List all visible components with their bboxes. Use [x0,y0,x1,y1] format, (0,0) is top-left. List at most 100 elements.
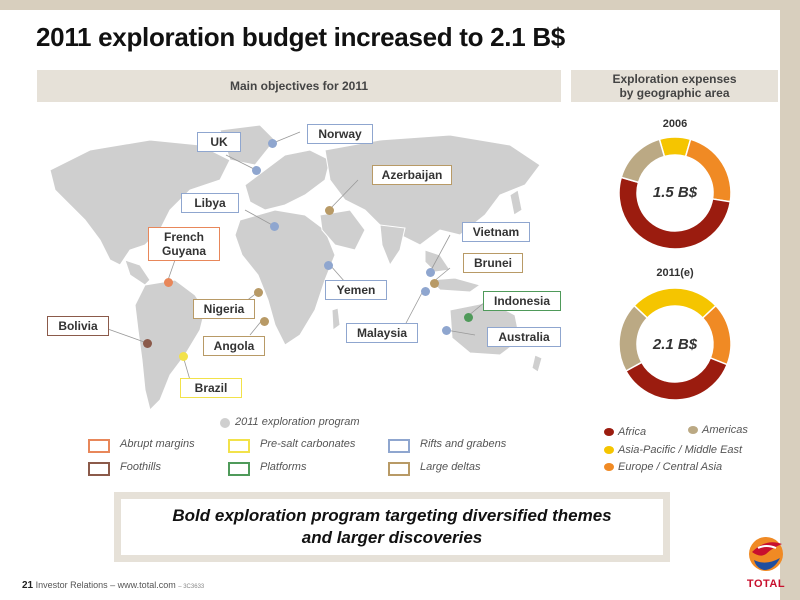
bolivia-label: Bolivia [47,316,109,336]
angola-label: Angola [203,336,265,356]
region-legend-item: Americas [688,424,748,436]
europe-shape [244,149,331,211]
malaysia-marker [421,287,430,296]
theme-legend-swatch [388,462,410,476]
donut-2006-year: 2006 [662,118,688,130]
donut-slice-asia-pacific-middle-east [633,287,717,320]
bolivia-marker [143,339,152,348]
angola-marker [260,317,269,326]
theme-legend-swatch [388,439,410,453]
theme-legend-swatch [88,462,110,476]
region-legend-item: Europe / Central Asia [604,461,722,473]
footer-text: Investor Relations – www.total.com [35,580,176,590]
uk-marker [252,166,261,175]
conclusion-banner: Bold exploration program targeting diver… [114,492,670,562]
indonesia-shape [428,277,482,293]
theme-legend-label: Platforms [260,461,307,473]
region-legend-item: Africa [604,426,646,438]
uk-label: UK [197,132,241,152]
norway-marker [268,139,277,148]
indonesia-label: Indonesia [483,291,561,311]
expenses-header-line1: Exploration expenses [612,72,737,86]
theme-legend-swatch [88,439,110,453]
expenses-header-line2: by geographic area [619,86,730,100]
donut-2006-center: 1.5 B$ [652,184,698,201]
region-legend-label: Americas [702,424,748,436]
brunei-label: Brunei [463,253,523,273]
total-logo-text: TOTAL [746,578,786,590]
program-legend-dot [220,418,230,428]
yemen-label: Yemen [325,280,387,300]
region-legend-dot [688,426,698,435]
donut-2011 [618,287,732,401]
french-guyana-marker [164,278,173,287]
footer-page-number: 21 [22,580,34,591]
theme-legend-label: Large deltas [420,461,481,473]
donut-slice-americas [620,138,666,184]
right-frame-bar [780,0,800,600]
central-america-shape [124,259,151,286]
french-guyana-line1: French [163,230,204,244]
india-shape [379,224,406,267]
total-logo: TOTAL [742,530,790,594]
region-legend-dot [604,463,614,472]
azerbaijan-marker [325,206,334,215]
french-guyana-label: French Guyana [148,227,220,261]
top-frame-bar [0,0,800,10]
australia-label: Australia [487,327,561,347]
yemen-marker [324,261,333,270]
expenses-header: Exploration expenses by geographic area [571,70,778,102]
brazil-marker [179,352,188,361]
donut-2006 [618,136,732,250]
theme-legend-swatch [228,439,250,453]
indonesia-marker [464,313,473,322]
french-guyana-line2: Guyana [161,244,206,258]
donut-slice-africa [618,176,732,250]
program-legend-label: 2011 exploration program [235,416,360,428]
nigeria-marker [254,288,263,297]
libya-label: Libya [181,193,239,213]
brunei-marker [430,279,439,288]
banner-line2: and larger discoveries [301,528,483,547]
region-legend-dot [604,428,614,437]
region-legend-label: Europe / Central Asia [618,461,723,473]
donut-2011-center: 2.1 B$ [652,336,698,353]
banner-line1: Bold exploration program targeting diver… [172,506,612,525]
conclusion-banner-inner: Bold exploration program targeting diver… [121,499,663,555]
footer-code: – 3C3633 [178,584,205,590]
asia-shape [324,134,541,246]
total-logo-icon [749,537,783,571]
region-legend-label: Africa [618,426,647,438]
vietnam-marker [426,268,435,277]
footer: 21 Investor Relations – www.total.com – … [22,580,204,591]
azerbaijan-label: Azerbaijan [372,165,452,185]
southeast-asia-shape [424,249,451,273]
vietnam-label: Vietnam [462,222,530,242]
theme-legend-swatch [228,462,250,476]
australia-marker [442,326,451,335]
theme-legend-label: Abrupt margins [120,438,195,450]
japan-shape [509,189,523,216]
donut-slice-africa [624,357,729,401]
region-legend-item: Asia-Pacific / Middle East [604,444,742,456]
norway-label: Norway [307,124,373,144]
objectives-header: Main objectives for 2011 [37,70,561,102]
middle-east-shape [319,209,366,251]
theme-legend-label: Rifts and grabens [420,438,507,450]
theme-legend-label: Foothills [120,461,161,473]
nigeria-label: Nigeria [193,299,255,319]
africa-shape [234,209,336,346]
south-america-shape [134,279,206,411]
page-title: 2011 exploration budget increased to 2.1… [36,22,565,52]
madagascar-shape [331,307,341,331]
theme-legend-label: Pre-salt carbonates [260,438,356,450]
libya-marker [270,222,279,231]
donut-2011-year: 2011(e) [656,267,694,279]
brazil-label: Brazil [180,378,242,398]
new-zealand-shape [531,354,543,373]
region-legend-label: Asia-Pacific / Middle East [618,444,743,456]
world-map [49,124,543,411]
malaysia-label: Malaysia [346,323,418,343]
donut-slice-americas [618,304,649,372]
region-legend-dot [604,446,614,455]
